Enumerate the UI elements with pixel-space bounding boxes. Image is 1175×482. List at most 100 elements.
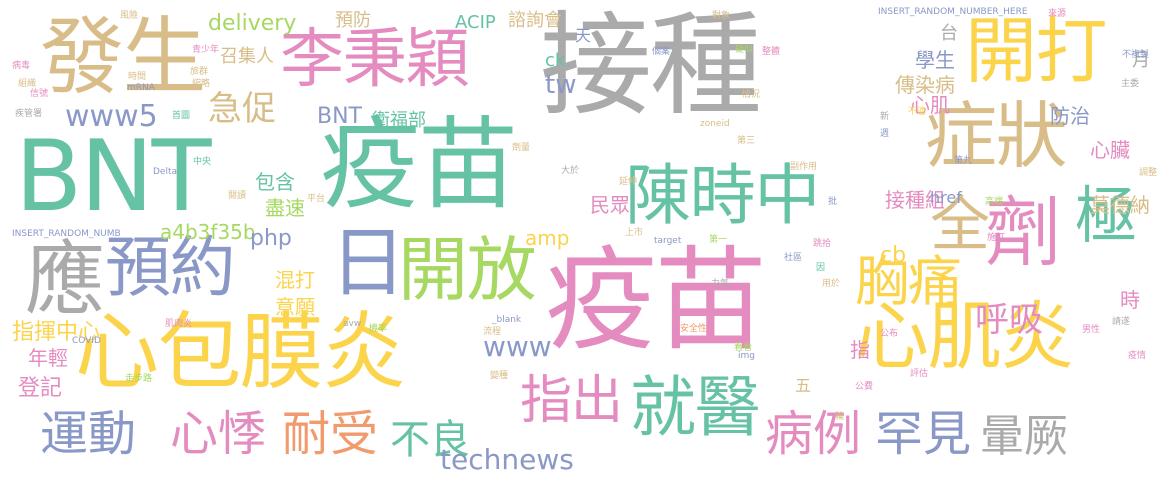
cloud-word-small: 新 (880, 112, 890, 122)
cloud-word: 就醫 (630, 369, 761, 446)
cloud-word: 召集人 (220, 46, 274, 67)
cloud-word-small: INSERT_RANDOM_NUMBER_HERE (878, 7, 1028, 17)
cloud-word: 年輕 (28, 346, 68, 370)
cloud-word: 極 (1075, 179, 1137, 252)
cloud-word: 不良 (390, 417, 470, 463)
cloud-word-small: _blank (492, 315, 522, 325)
cloud-word: 指揮中心 (12, 320, 101, 345)
cloud-word: 李秉穎 (280, 23, 469, 97)
cloud-word-small: Delta (153, 167, 178, 177)
cloud-word-small: 走步路 (125, 374, 153, 384)
cloud-word: 包含 (255, 170, 295, 194)
cloud-word: 防治 (1050, 104, 1090, 128)
cloud-word: 開放 (398, 229, 537, 311)
cloud-word: 預防 (335, 10, 371, 31)
cloud-word: 混打 (275, 268, 315, 292)
cloud-word-small: 青少年 (192, 45, 220, 55)
cloud-word: amp (525, 226, 570, 250)
cloud-word-small: 閱讀 (228, 191, 247, 201)
cloud-word: BNT (317, 104, 362, 129)
cloud-word: a4b3f35b (160, 220, 256, 244)
cloud-word: 陳時中 (625, 157, 820, 234)
cloud-word: BNT (15, 120, 211, 234)
cloud-word: 疫苗 (545, 236, 767, 366)
cloud-word-small: 安全性 (680, 324, 708, 334)
cloud-word-small: zoneid (700, 119, 730, 129)
cloud-word: 衛福部 (372, 110, 426, 131)
cloud-word-small: 施打 (987, 233, 1006, 243)
cloud-word: 意願 (275, 295, 315, 319)
cloud-word-small: 旅群 (190, 67, 209, 77)
cloud-word: www (483, 330, 552, 363)
cloud-word: 心肌炎 (855, 294, 1074, 380)
cloud-word: 發生 (40, 8, 206, 106)
cloud-word: 盡速 (265, 196, 305, 220)
cloud-word-small: 對象 (712, 11, 731, 21)
cloud-word-small: 上市 (625, 228, 644, 238)
cloud-word-small: 信號 (30, 89, 49, 99)
cloud-word-small: 疾管署 (15, 109, 43, 119)
cloud-word-small: 風險 (120, 11, 139, 21)
cloud-word-small: 高端 (985, 197, 1004, 207)
cloud-word: 全 (930, 190, 990, 260)
cloud-word: 時 (1120, 288, 1140, 312)
cloud-word: 開打 (965, 9, 1108, 93)
cloud-word-small: avw (343, 319, 362, 329)
cloud-word: 預約 (105, 229, 236, 306)
cloud-word: 指 (850, 338, 870, 362)
cloud-word: 學生 (915, 48, 955, 72)
cloud-word-small: 首圖 (172, 111, 191, 121)
cloud-word-small: target (654, 236, 682, 246)
cloud-word-small: 個案 (652, 47, 671, 57)
cloud-word-small: 看看 (734, 343, 753, 353)
cloud-word: tw (545, 70, 577, 100)
cloud-word: 運動 (40, 406, 137, 462)
cloud-word: href (930, 188, 962, 207)
cloud-word: 心包膜炎 (75, 303, 406, 401)
cloud-word-small: 延伸 (619, 177, 638, 187)
cloud-word: 傳染病 (895, 73, 955, 97)
cloud-word-small: 中央 (193, 157, 212, 167)
cloud-word: 莫德納 (1090, 193, 1150, 217)
cloud-word-small: 組織 (18, 79, 37, 89)
cloud-word-small: img (738, 351, 755, 361)
cloud-word-small: 調整 (1139, 168, 1158, 178)
cloud-word-small: 輪 (835, 412, 845, 422)
cloud-word: 天 (575, 26, 592, 45)
cloud-word-small: 時間 (128, 72, 147, 82)
cloud-word-small: 跳拾 (813, 239, 832, 249)
cloud-word-small: 批 (828, 197, 838, 207)
cloud-word-small: 肌肉炎 (165, 319, 193, 329)
cloud-word-small: 平台 (307, 194, 326, 204)
cloud-word: cb (880, 243, 907, 268)
cloud-word: 暈厥 (980, 411, 1068, 462)
cloud-word: 症狀 (925, 94, 1068, 178)
cloud-word: 罕見 (875, 406, 972, 462)
cloud-word-small: 流程 (483, 327, 502, 337)
cloud-word-small: 整體 (762, 47, 781, 57)
cloud-word: 指出 (520, 371, 623, 431)
cloud-word-small: mRNA (127, 83, 155, 93)
cloud-word: 心肌 (910, 93, 950, 117)
cloud-word: 台 (940, 23, 958, 44)
cloud-word-small: INSERT_RANDOM_NUMB (12, 229, 121, 239)
cloud-word-small: 週 (880, 129, 890, 139)
cloud-word-small: 劑量 (512, 143, 531, 153)
cloud-word-small: 因 (816, 263, 826, 273)
cloud-word-small: 第三 (737, 136, 756, 146)
cloud-word-small: 來源 (1048, 9, 1067, 19)
cloud-word-small: 公費 (855, 382, 874, 392)
cloud-word: technews (440, 443, 574, 476)
cloud-word-small: 評估 (910, 369, 929, 379)
cloud-word-small: 大於 (561, 166, 580, 176)
cloud-word: 五 (795, 376, 812, 395)
cloud-word-small: 病毒 (12, 61, 31, 71)
cloud-word: 急促 (208, 89, 276, 129)
cloud-word-small: 用於 (822, 279, 841, 289)
cloud-word: 呼吸 (975, 300, 1043, 340)
cloud-word-small: 第九 (954, 156, 973, 166)
cloud-word: 接種組 (885, 188, 945, 212)
cloud-word: 日 (330, 218, 406, 307)
cloud-word: 民眾 (590, 193, 630, 217)
